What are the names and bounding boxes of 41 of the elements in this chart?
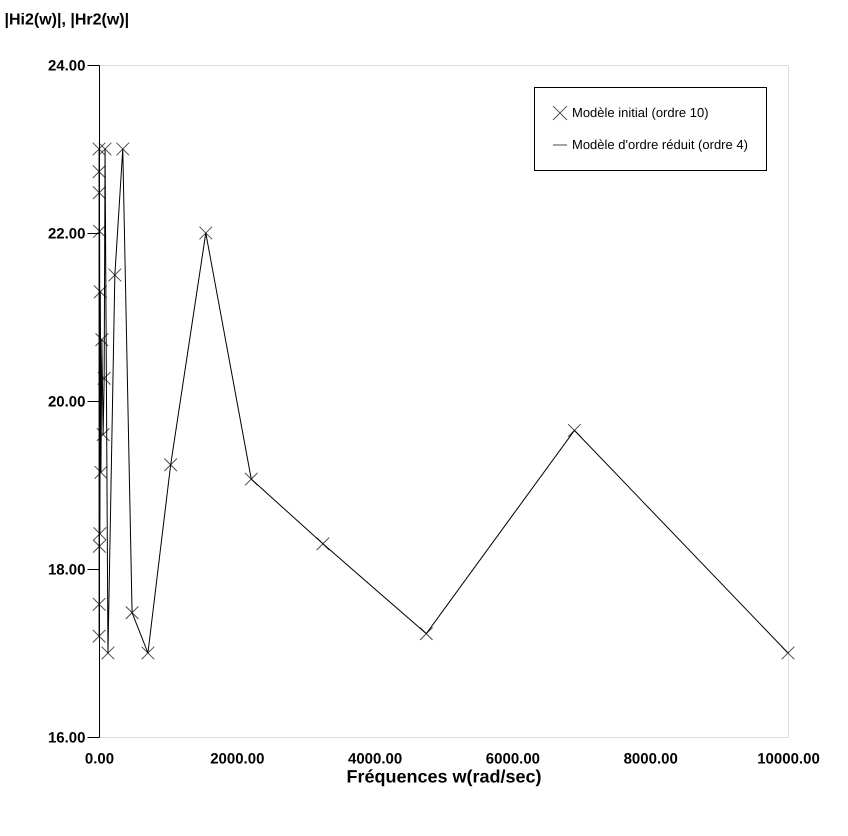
x-tick-label: 0.00 <box>84 750 114 768</box>
legend-label: Modèle d'ordre réduit (ordre 4) <box>572 137 748 152</box>
point <box>781 646 795 660</box>
point <box>419 626 434 641</box>
point <box>94 466 108 480</box>
point <box>92 597 106 612</box>
point <box>92 142 106 156</box>
x-tick-label: 4000.00 <box>348 750 402 768</box>
point <box>244 472 258 486</box>
y-tick-label: 24.00 <box>48 58 86 74</box>
x-tick-label: 6000.00 <box>486 750 540 768</box>
y-tick-label: 18.00 <box>48 562 86 578</box>
point <box>92 186 106 200</box>
point <box>101 646 115 660</box>
x-tick-label: 10000.00 <box>757 750 820 768</box>
y-tick-label: 20.00 <box>48 394 86 410</box>
x-axis-title: Fréquences w(rad/sec) <box>346 766 542 786</box>
point <box>116 142 130 156</box>
point <box>125 606 139 620</box>
point <box>141 646 155 660</box>
point <box>108 268 122 282</box>
point <box>98 142 112 156</box>
point <box>316 536 330 551</box>
point <box>95 332 109 347</box>
point <box>92 224 106 238</box>
point <box>92 629 106 644</box>
y-axis-title: |Hi2(w)|, |Hr2(w)| <box>4 12 130 28</box>
y-tick-label: 22.00 <box>48 226 86 242</box>
point <box>568 424 582 438</box>
x-tick-label: 2000.00 <box>210 750 264 768</box>
point <box>164 458 178 472</box>
y-tick-label: 16.00 <box>48 730 86 746</box>
point <box>96 428 110 442</box>
point <box>198 226 213 240</box>
point <box>92 539 106 554</box>
point <box>93 526 107 541</box>
point <box>97 371 111 386</box>
point <box>93 284 108 299</box>
point <box>92 164 106 179</box>
x-tick-label: 8000.00 <box>624 750 678 768</box>
legend-label: Modèle initial (ordre 10) <box>572 105 709 120</box>
